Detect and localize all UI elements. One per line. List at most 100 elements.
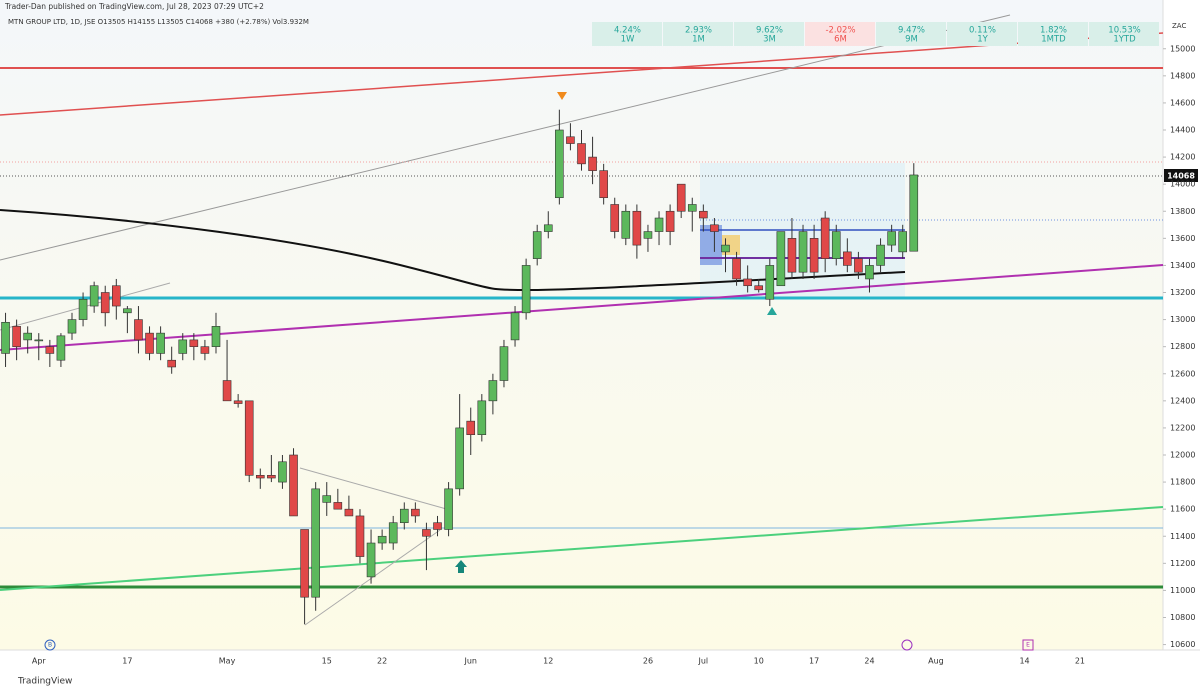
y-tick-label: 11200: [1170, 559, 1195, 568]
candle-body: [311, 488, 320, 598]
trend-line: [0, 506, 1164, 591]
performance-period: 3M: [763, 35, 776, 45]
y-tick-label: 13600: [1170, 234, 1195, 243]
y-tick-label: 11600: [1170, 505, 1195, 514]
y-tick-label: 13400: [1170, 261, 1195, 270]
performance-box: [1089, 22, 1159, 46]
x-tick-label: 17: [809, 657, 819, 666]
candle-body: [89, 285, 99, 307]
candle-body: [56, 335, 66, 361]
y-unit: ZAC: [1172, 22, 1186, 30]
x-tick-label: 12: [543, 657, 553, 666]
performance-value: 1.82%: [1040, 26, 1067, 36]
y-tick-label: 11400: [1170, 532, 1195, 541]
event-icon[interactable]: [901, 639, 913, 651]
candle-body: [222, 380, 232, 402]
candle-body: [267, 475, 276, 479]
candle-body: [100, 292, 110, 314]
candle-body: [45, 346, 55, 354]
y-tick-label: 12600: [1170, 369, 1195, 378]
candle-body: [887, 231, 896, 246]
candle-body: [621, 210, 631, 239]
y-tick-label: 13200: [1170, 288, 1195, 297]
y-tick-label: 12200: [1170, 423, 1195, 432]
candle-body: [34, 339, 44, 342]
candle-body: [809, 238, 819, 273]
candle-body: [211, 326, 221, 347]
signal-arrow: [557, 92, 567, 100]
y-tick-label: 13800: [1170, 207, 1195, 216]
performance-value: 10.53%: [1108, 26, 1140, 36]
x-tick-label: 22: [377, 657, 387, 666]
candle-body: [156, 332, 165, 354]
volume-profile: [700, 225, 722, 265]
candle-body: [1, 321, 10, 354]
signal-arrow: [767, 307, 777, 315]
candle-body: [532, 231, 542, 259]
candle-body: [167, 359, 176, 368]
candle-body: [477, 400, 487, 435]
x-tick-label: Aug: [928, 657, 944, 666]
candle-body: [909, 174, 919, 252]
candle-body: [422, 529, 431, 537]
y-tick-label: 10800: [1170, 613, 1195, 622]
candle-body: [876, 244, 885, 266]
performance-value: 0.11%: [969, 26, 996, 36]
x-tick-label: 17: [122, 657, 132, 666]
y-tick-label: 12000: [1170, 451, 1195, 460]
candle-body: [366, 542, 376, 578]
performance-value: 9.47%: [898, 26, 925, 36]
candle-body: [377, 535, 387, 544]
performance-value: 2.93%: [685, 26, 712, 36]
trend-line: [0, 14, 1011, 261]
candle-body: [466, 420, 476, 435]
event-icon[interactable]: [1022, 639, 1034, 651]
y-tick-label: 11800: [1170, 478, 1195, 487]
candle-body: [787, 238, 797, 273]
candle-body: [665, 210, 675, 232]
y-tick-label: 14600: [1170, 98, 1195, 107]
candle-body: [344, 508, 354, 517]
candle-body: [455, 427, 464, 490]
y-tick-label: 14200: [1170, 153, 1195, 162]
candle-body: [776, 231, 786, 287]
event-icon[interactable]: [44, 639, 56, 651]
candle-body: [610, 204, 620, 232]
candle-body: [255, 475, 265, 479]
x-tick-label: May: [219, 657, 236, 666]
candle-body: [843, 251, 852, 266]
performance-box: [592, 22, 662, 46]
y-tick-label: 13000: [1170, 315, 1195, 324]
candle-body: [145, 332, 154, 354]
candle-body: [399, 508, 409, 524]
candle-body: [499, 346, 509, 381]
x-tick-label: 26: [643, 657, 653, 666]
candle-body: [710, 224, 719, 232]
candle-body: [632, 210, 642, 246]
event-label: E: [1026, 642, 1030, 649]
x-tick-label: Jun: [463, 657, 477, 666]
pattern-line: [304, 529, 441, 626]
publisher: Trader-Dan published on TradingView.com,…: [4, 2, 264, 11]
candle-body: [233, 400, 243, 404]
candle-body: [721, 244, 730, 253]
candle-body: [444, 488, 453, 530]
candle-body: [67, 319, 77, 334]
candle-body: [831, 231, 841, 259]
performance-box: [1018, 22, 1088, 46]
event-label: B: [48, 642, 52, 649]
price-tag: [1164, 169, 1198, 182]
y-tick-label: 12400: [1170, 396, 1195, 405]
candle-body: [134, 319, 143, 341]
performance-box: [805, 22, 875, 46]
y-tick-label: 14800: [1170, 71, 1195, 80]
candle-body: [521, 265, 531, 314]
candle-body: [200, 346, 210, 354]
candle-body: [244, 400, 254, 476]
y-tick-label: 11000: [1170, 586, 1195, 595]
plot-background: [0, 0, 1163, 650]
candle-body: [23, 332, 32, 341]
performance-period: 1M: [692, 35, 705, 45]
candle-body: [189, 339, 199, 347]
